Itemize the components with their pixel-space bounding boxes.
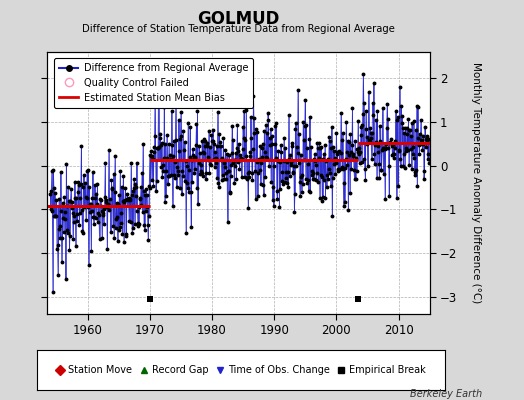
Text: Berkeley Earth: Berkeley Earth <box>410 389 482 399</box>
Text: Difference of Station Temperature Data from Regional Average: Difference of Station Temperature Data f… <box>82 24 395 34</box>
Legend: Station Move, Record Gap, Time of Obs. Change, Empirical Break: Station Move, Record Gap, Time of Obs. C… <box>52 361 430 379</box>
Text: GOLMUD: GOLMUD <box>197 10 280 28</box>
Legend: Difference from Regional Average, Quality Control Failed, Estimated Station Mean: Difference from Regional Average, Qualit… <box>54 58 254 108</box>
Y-axis label: Monthly Temperature Anomaly Difference (°C): Monthly Temperature Anomaly Difference (… <box>472 62 482 304</box>
